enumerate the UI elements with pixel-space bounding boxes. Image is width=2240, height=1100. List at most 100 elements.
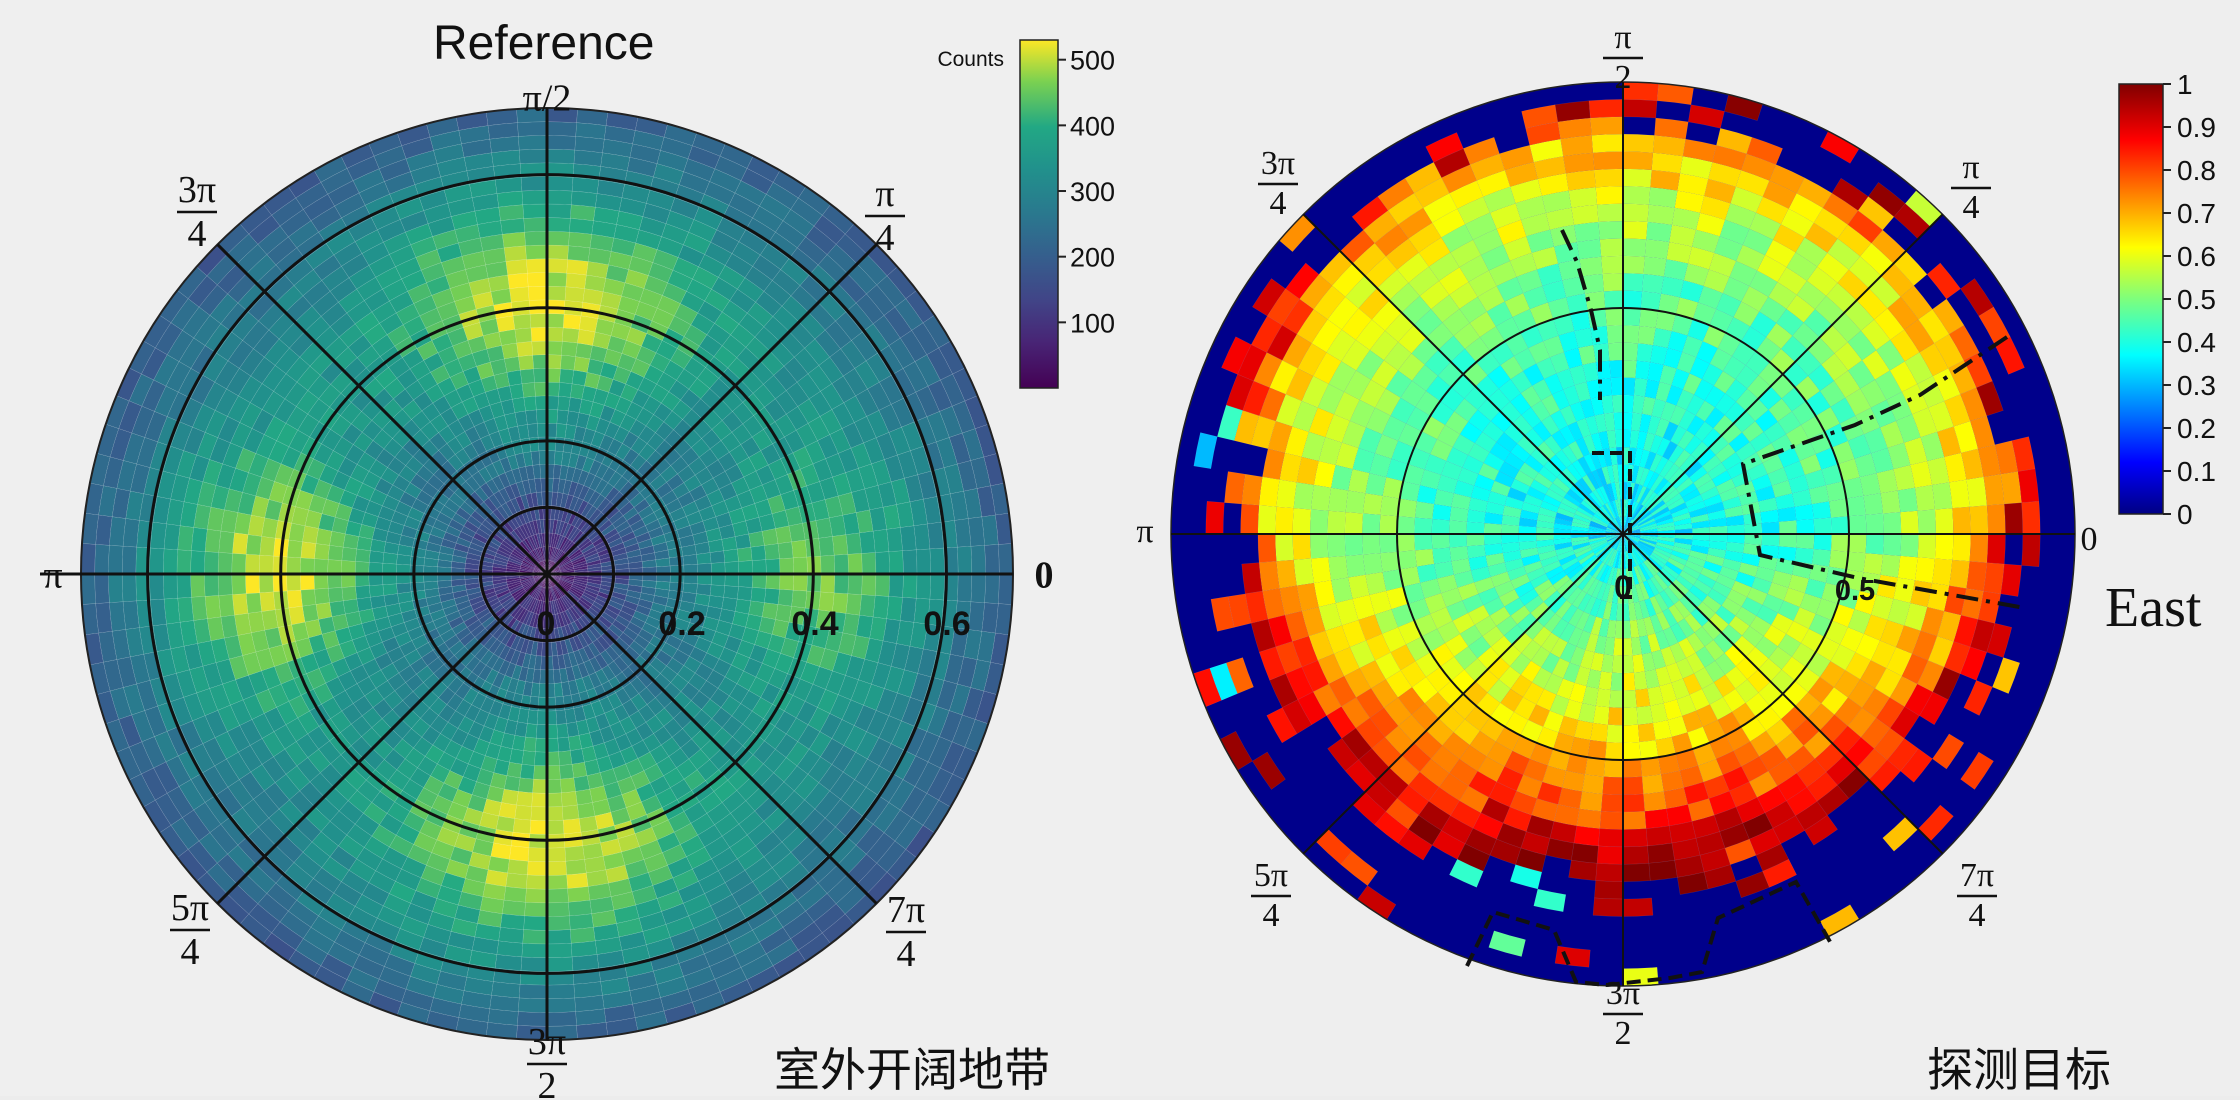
- heatmap-cell: [1623, 273, 1643, 291]
- heatmap-cell: [547, 889, 569, 903]
- heatmap-cell: [848, 574, 862, 595]
- heatmap-cell: [369, 574, 383, 586]
- heatmap-cell: [561, 791, 577, 806]
- heatmap-cell: [930, 574, 945, 600]
- heatmap-cell: [1327, 534, 1345, 557]
- heatmap-cell: [1275, 534, 1293, 561]
- heatmap-cell: [1829, 499, 1848, 518]
- heatmap-cell: [1623, 655, 1634, 673]
- heatmap-cell: [1519, 526, 1537, 534]
- heatmap-cell: [515, 805, 532, 820]
- heatmap-cell: [1585, 757, 1605, 776]
- heatmap-cell: [547, 807, 563, 821]
- heatmap-cell: [570, 927, 595, 943]
- heatmap-cell: [1571, 843, 1598, 863]
- heatmap-cell: [383, 574, 397, 585]
- heatmap-cell: [710, 585, 725, 597]
- heatmap-cell: [1935, 508, 1953, 534]
- heatmap-cell: [1692, 534, 1710, 541]
- heatmap-cell: [528, 286, 547, 300]
- heatmap-cell: [369, 585, 384, 597]
- heatmap-cell: [191, 527, 207, 551]
- angle-label-q5-denominator: 4: [181, 931, 200, 973]
- heatmap-cell: [245, 574, 259, 594]
- heatmap-cell: [370, 539, 385, 552]
- heatmap-cell: [302, 604, 318, 622]
- heatmap-cell: [506, 259, 527, 275]
- heatmap-cell: [1328, 556, 1348, 580]
- heatmap-cell: [569, 218, 593, 234]
- heatmap-cell: [819, 536, 834, 556]
- heatmap-cell: [711, 574, 725, 586]
- heatmap-cell: [1623, 308, 1641, 326]
- heatmap-cell: [1449, 520, 1467, 534]
- heatmap-cell: [1641, 757, 1661, 776]
- heatmap-cell: [178, 597, 194, 622]
- heatmap-cell: [497, 941, 523, 957]
- heatmap-cell: [509, 846, 529, 861]
- heatmap-cell: [832, 535, 848, 556]
- heatmap-cell: [1623, 638, 1633, 656]
- angle-label-q1-denominator: 4: [876, 217, 895, 259]
- heatmap-cell: [1293, 534, 1311, 560]
- heatmap-cell: [1935, 534, 1953, 560]
- heatmap-cell: [1952, 534, 1970, 561]
- heatmap-cell: [547, 382, 560, 396]
- heatmap-cell: [1294, 482, 1314, 509]
- heatmap-cell: [737, 587, 752, 601]
- heatmap-cell: [1637, 343, 1653, 362]
- heatmap-cell: [1593, 706, 1609, 725]
- heatmap-cell: [1596, 863, 1623, 881]
- heatmap-cell: [697, 574, 711, 585]
- heatmap-cell: [547, 396, 559, 410]
- heatmap-cell: [534, 752, 547, 766]
- heatmap-cell: [1363, 493, 1383, 515]
- heatmap-cell: [1900, 534, 1918, 557]
- heatmap-cell: [1603, 273, 1623, 291]
- heatmap-cell: [547, 848, 566, 862]
- heatmap-cell: [1582, 274, 1604, 294]
- heatmap-cell: [1613, 412, 1623, 430]
- heatmap-cell: [517, 791, 533, 806]
- heatmap-cell: [525, 889, 547, 903]
- heatmap-cell: [532, 341, 547, 355]
- heatmap-cell: [570, 205, 595, 221]
- heatmap-cell: [177, 574, 191, 598]
- heatmap-cell: [1984, 474, 2005, 505]
- heatmap-cell: [1812, 501, 1831, 519]
- heatmap-cell: [1467, 534, 1485, 546]
- heatmap-cell: [1623, 238, 1646, 256]
- heatmap-cell: [1600, 811, 1623, 829]
- heatmap-cell: [547, 724, 558, 738]
- chart-caption: 室外开阔地带: [774, 1034, 1050, 1100]
- heatmap-cell: [502, 789, 519, 805]
- heatmap-cell: [1449, 534, 1467, 548]
- heatmap-cell: [410, 556, 424, 566]
- heatmap-cell: [524, 396, 536, 411]
- heatmap-cell: [532, 793, 547, 807]
- heatmap-cell: [547, 190, 572, 204]
- heatmap-cell: [1577, 809, 1601, 829]
- heatmap-cell: [971, 545, 986, 574]
- heatmap-cell: [1932, 482, 1952, 509]
- heatmap-cell: [1863, 493, 1883, 515]
- heatmap-cell: [504, 246, 526, 262]
- heatmap-cell: [724, 549, 739, 562]
- heatmap-cell: [547, 902, 569, 916]
- heatmap-cell: [1380, 496, 1399, 516]
- heatmap-cell: [547, 779, 561, 793]
- heatmap-cell: [1623, 204, 1649, 222]
- heatmap-cell: [1623, 430, 1631, 448]
- heatmap-cell: [1310, 534, 1328, 559]
- heatmap-cell: [1484, 534, 1502, 545]
- heatmap-cell: [1397, 534, 1415, 552]
- heatmap-cell: [1327, 511, 1345, 534]
- heatmap-cell: [547, 738, 559, 752]
- heatmap-cell: [1432, 519, 1450, 534]
- heatmap-cell: [508, 859, 529, 875]
- heatmap-cell: [522, 943, 547, 957]
- heatmap-cell: [123, 601, 139, 630]
- heatmap-cell: [523, 204, 547, 218]
- heatmap-cell: [1577, 239, 1601, 259]
